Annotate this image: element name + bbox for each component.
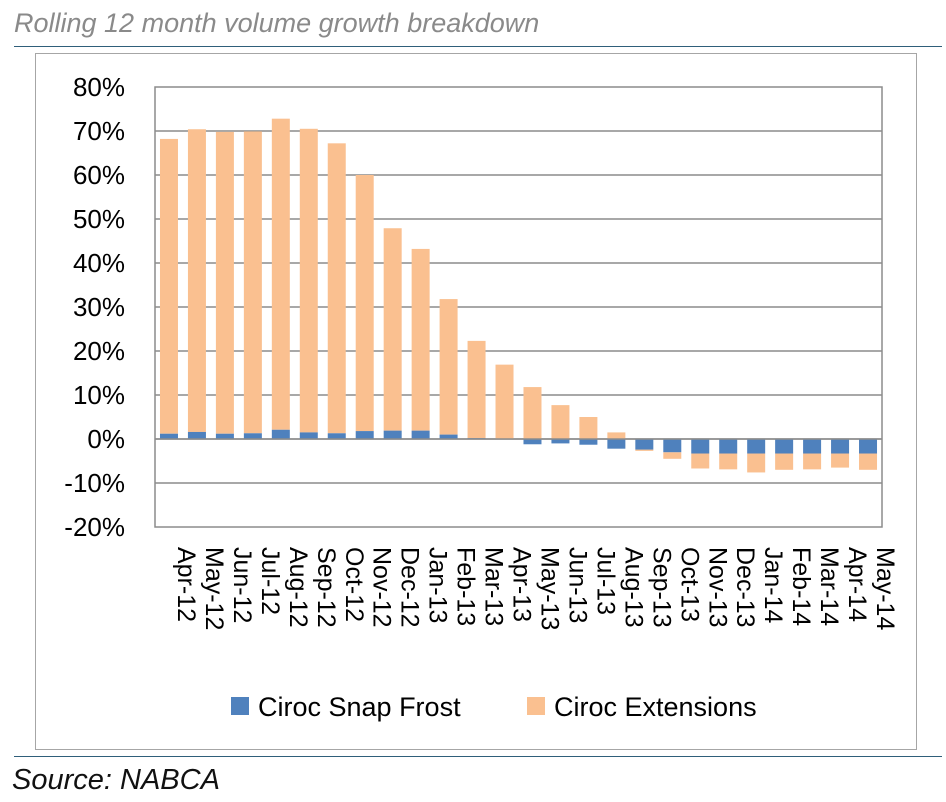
y-tick-label: 20% [73, 336, 125, 366]
bar-ciroc-extensions [467, 340, 486, 439]
x-tick-label: May-12 [200, 547, 228, 630]
bar-ciroc-snap-frost [551, 439, 570, 444]
bar-ciroc-extensions [775, 453, 794, 470]
bar-ciroc-extensions [551, 405, 570, 439]
bar-ciroc-extensions [579, 417, 598, 439]
bar-ciroc-snap-frost [411, 430, 430, 439]
bar-ciroc-snap-frost [383, 430, 402, 439]
legend-swatch-snap-frost [231, 697, 249, 715]
bar-ciroc-snap-frost [719, 439, 738, 454]
legend-label-extensions: Ciroc Extensions [554, 692, 757, 722]
x-tick-label: Jan-13 [424, 547, 452, 623]
x-tick-label: Aug-12 [284, 547, 312, 628]
bar-ciroc-extensions [495, 364, 514, 439]
bar-ciroc-extensions [187, 129, 206, 432]
footer-rule [14, 756, 942, 757]
bar-ciroc-snap-frost [635, 439, 654, 450]
y-tick-label: 60% [73, 160, 125, 190]
x-tick-label: Mar-13 [480, 547, 508, 626]
bar-ciroc-snap-frost [803, 439, 822, 454]
x-tick-label: Apr-13 [508, 547, 536, 622]
bar-ciroc-extensions [663, 452, 682, 459]
bar-ciroc-extensions [691, 453, 710, 469]
bar-ciroc-snap-frost [187, 431, 206, 439]
bar-ciroc-snap-frost [327, 433, 346, 439]
bar-ciroc-extensions [271, 118, 290, 430]
bar-ciroc-snap-frost [859, 439, 878, 454]
y-tick-label: 70% [73, 116, 125, 146]
y-tick-label: 30% [73, 292, 125, 322]
legend-label-snap-frost: Ciroc Snap Frost [258, 692, 461, 722]
bar-ciroc-extensions [215, 131, 234, 434]
x-tick-label: Apr-12 [172, 547, 200, 622]
chart-title: Rolling 12 month volume growth breakdown [14, 8, 540, 38]
bar-ciroc-snap-frost [607, 439, 626, 449]
bar-ciroc-extensions [803, 453, 822, 470]
bar-ciroc-snap-frost [159, 433, 178, 439]
bar-ciroc-extensions [523, 387, 542, 439]
y-tick-label: 50% [73, 204, 125, 234]
x-tick-label: Dec-13 [731, 547, 759, 628]
y-tick-label: 10% [73, 380, 125, 410]
x-tick-label: Nov-13 [703, 547, 731, 628]
bar-ciroc-snap-frost [215, 433, 234, 439]
bar-ciroc-snap-frost [663, 439, 682, 453]
bar-ciroc-extensions [299, 128, 318, 433]
x-tick-label: Feb-14 [787, 547, 815, 626]
y-tick-label: 40% [73, 248, 125, 278]
bar-ciroc-extensions [411, 248, 430, 431]
x-tick-label: Jan-14 [759, 547, 787, 624]
bar-ciroc-extensions [383, 228, 402, 431]
bar-ciroc-extensions [635, 449, 654, 451]
bar-ciroc-snap-frost [439, 434, 458, 439]
bar-ciroc-extensions [439, 299, 458, 435]
x-tick-label: Jun-12 [228, 547, 256, 623]
y-tick-label: -10% [64, 468, 125, 498]
x-tick-label: Oct-12 [340, 547, 368, 622]
bar-ciroc-snap-frost [579, 439, 598, 445]
x-tick-label: Sep-12 [312, 547, 340, 628]
x-tick-label: Dec-12 [396, 547, 424, 628]
x-tick-label: Aug-13 [619, 547, 647, 628]
x-tick-label: Mar-14 [815, 547, 843, 626]
x-tick-label: May-13 [535, 547, 563, 630]
legend-swatch-extensions [527, 697, 545, 715]
bar-ciroc-snap-frost [271, 429, 290, 439]
bar-ciroc-snap-frost [523, 439, 542, 445]
bar-ciroc-snap-frost [775, 439, 794, 454]
bar-ciroc-snap-frost [243, 433, 262, 439]
x-tick-label: May-14 [871, 547, 899, 630]
x-tick-label: Sep-13 [647, 547, 675, 628]
y-tick-label: 0% [87, 424, 125, 454]
bar-ciroc-snap-frost [355, 431, 374, 439]
bar-ciroc-snap-frost [299, 432, 318, 439]
bar-ciroc-snap-frost [831, 439, 850, 454]
bar-ciroc-extensions [747, 453, 766, 473]
bar-ciroc-extensions [355, 175, 374, 432]
bar-ciroc-extensions [831, 453, 850, 468]
x-tick-label: Jul-13 [591, 547, 619, 615]
x-tick-label: Jul-12 [256, 547, 284, 615]
source-note: Source: NABCA [12, 764, 220, 796]
y-tick-label: 80% [73, 72, 125, 102]
y-tick-label: -20% [64, 512, 125, 542]
bar-ciroc-extensions [327, 143, 346, 434]
x-tick-label: Feb-13 [452, 547, 480, 626]
bar-ciroc-extensions [859, 453, 878, 470]
x-tick-label: Nov-12 [368, 547, 396, 628]
x-tick-label: Oct-13 [675, 547, 703, 622]
bar-ciroc-extensions [159, 138, 178, 434]
bar-ciroc-extensions [607, 432, 626, 439]
bar-ciroc-snap-frost [691, 439, 710, 454]
x-tick-label: Jun-13 [563, 547, 591, 623]
bar-ciroc-snap-frost [747, 439, 766, 454]
x-tick-label: Apr-14 [843, 547, 871, 622]
bar-ciroc-extensions [243, 131, 262, 434]
title-rule [14, 46, 942, 47]
bar-ciroc-extensions [719, 453, 738, 470]
